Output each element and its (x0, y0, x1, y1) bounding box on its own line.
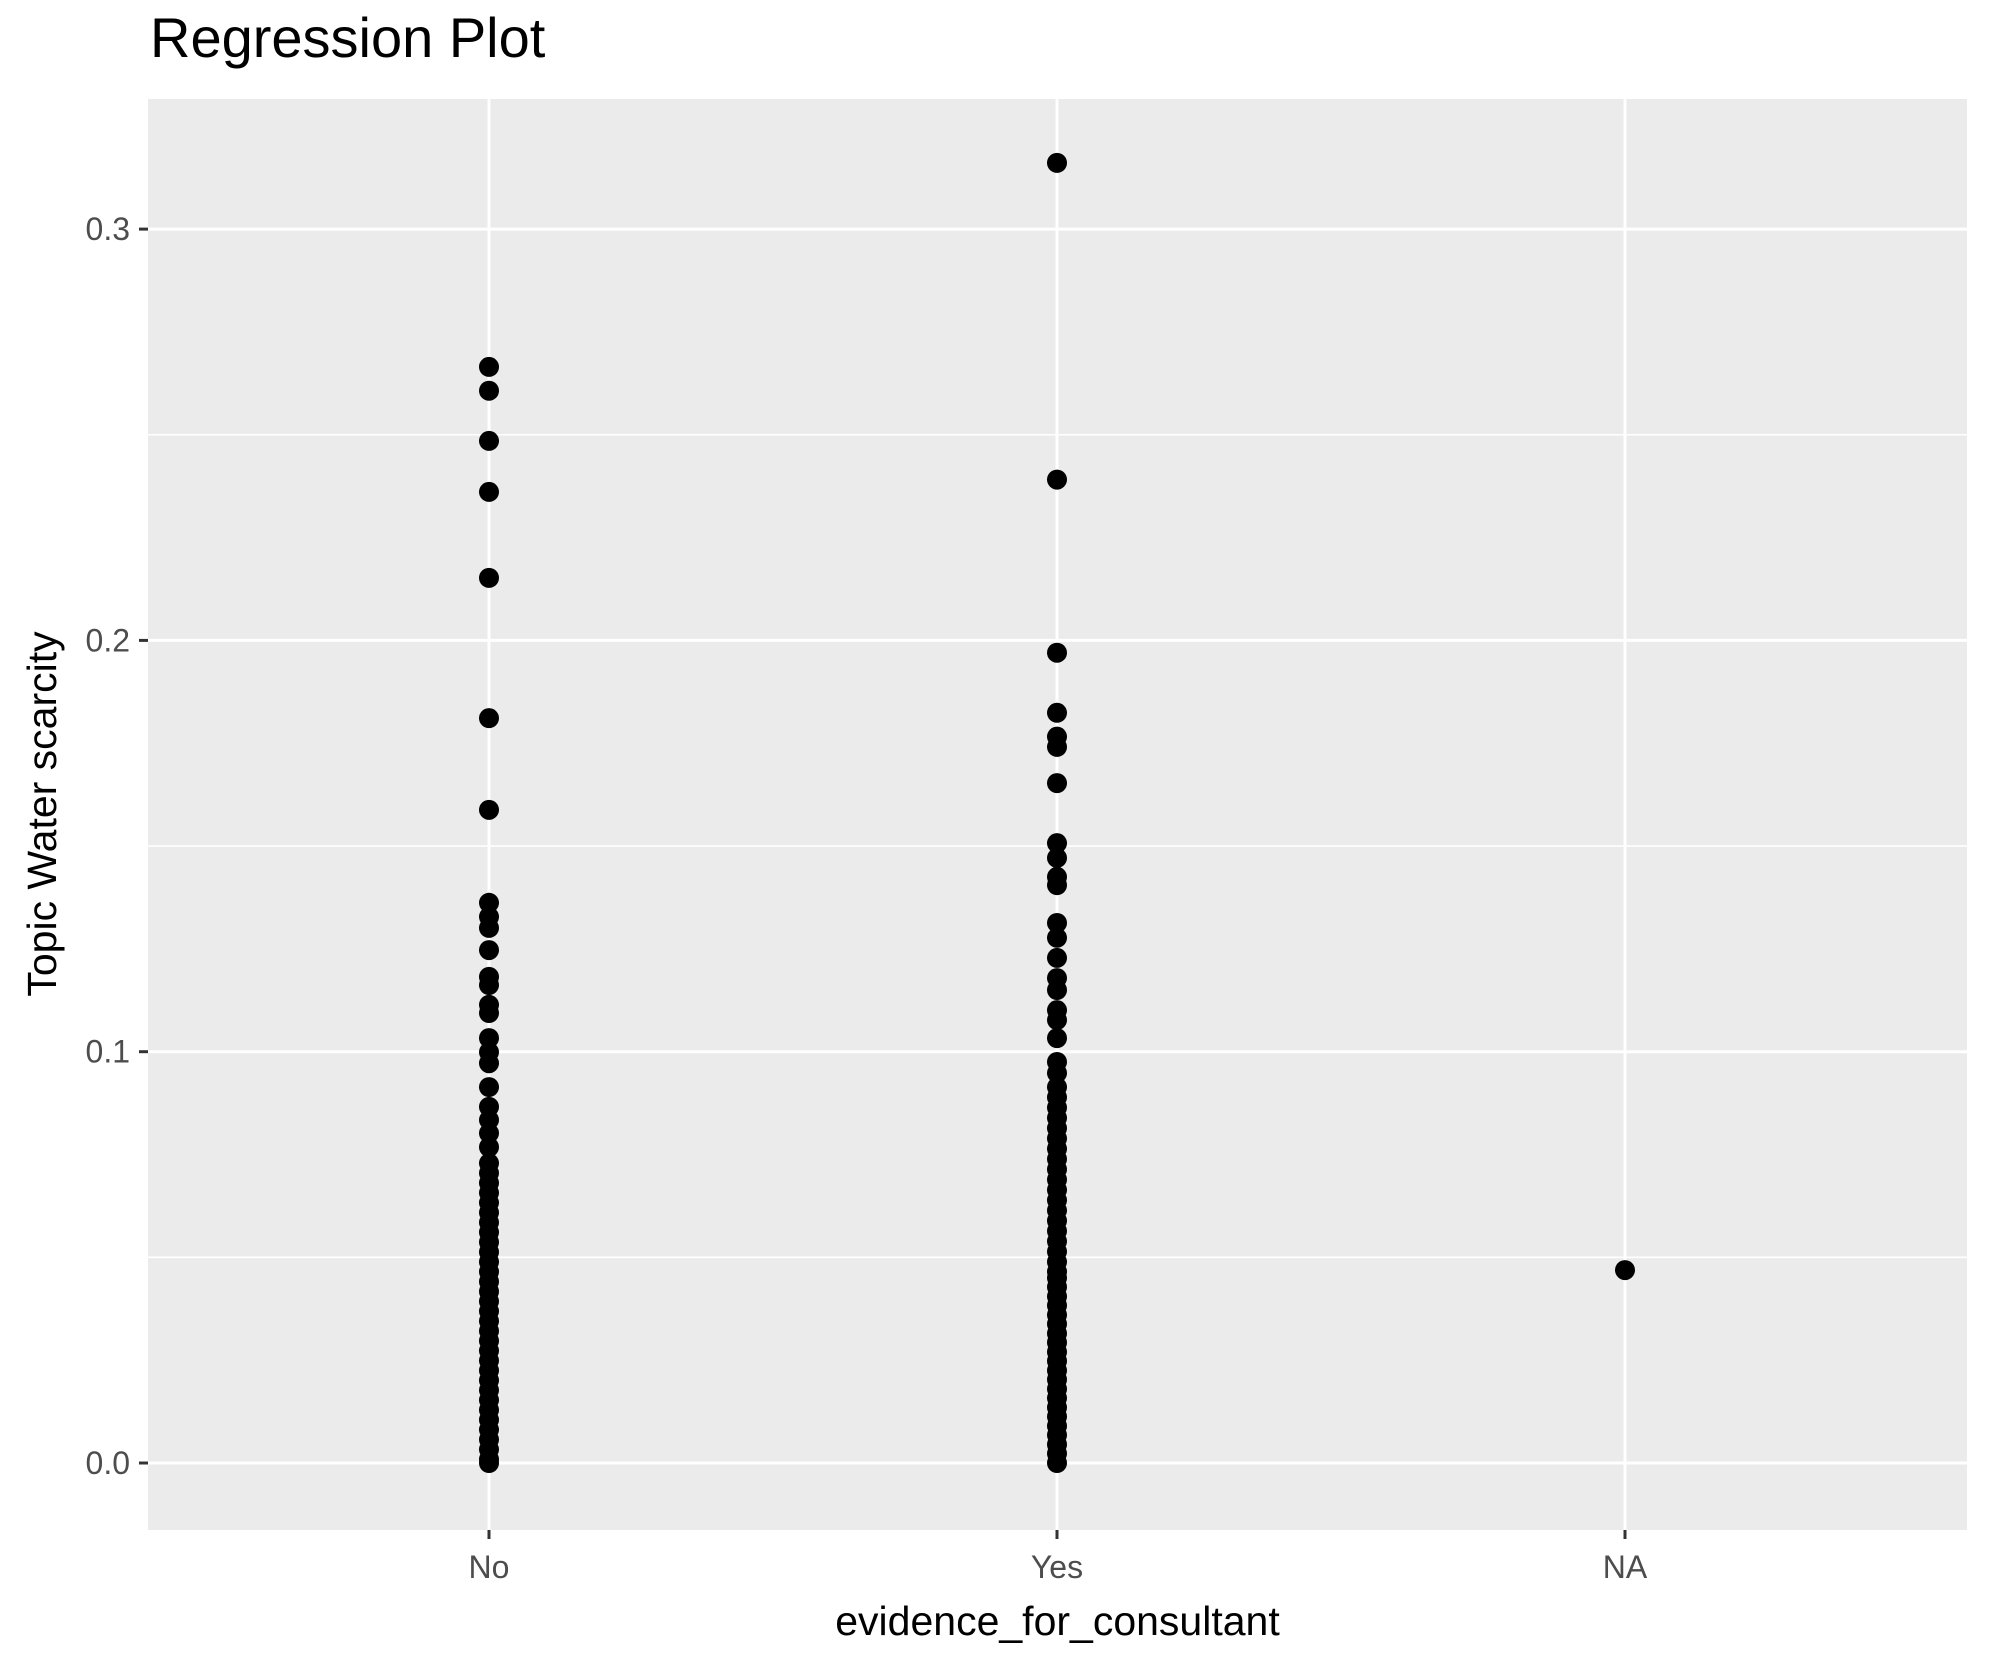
data-point (1047, 927, 1067, 948)
data-point (1047, 642, 1067, 663)
data-point (479, 708, 499, 729)
data-point (479, 1137, 499, 1158)
data-point (1047, 875, 1067, 896)
x-tick-label: NA (1603, 1549, 1648, 1585)
data-point (479, 1003, 499, 1024)
data-point (479, 481, 499, 502)
data-point (479, 567, 499, 588)
data-point (1047, 833, 1067, 854)
data-point (479, 940, 499, 961)
x-axis-title: evidence_for_consultant (835, 1598, 1280, 1644)
data-point (1047, 469, 1067, 490)
data-point (1047, 1063, 1067, 1084)
data-point (479, 1028, 499, 1049)
data-point (479, 1077, 499, 1098)
data-point (479, 1053, 499, 1074)
data-point (479, 975, 499, 996)
data-point (1047, 912, 1067, 933)
data-point (479, 380, 499, 401)
y-tick-label: 0.1 (86, 1034, 130, 1070)
data-point (479, 1453, 499, 1473)
x-tick-label: Yes (1031, 1549, 1083, 1585)
data-point (1047, 947, 1067, 968)
data-point (479, 1123, 499, 1144)
y-tick-label: 0.2 (86, 622, 130, 658)
data-point (1047, 1453, 1067, 1473)
data-point (479, 430, 499, 451)
plot-title: Regression Plot (150, 6, 546, 69)
data-point (479, 356, 499, 377)
data-point (1047, 980, 1067, 1001)
data-point (1615, 1260, 1635, 1281)
data-point (479, 892, 499, 913)
y-tick-label: 0.0 (86, 1445, 130, 1481)
x-tick-label: No (469, 1549, 510, 1585)
data-point (479, 917, 499, 938)
data-point (1047, 1010, 1067, 1031)
data-point (1047, 847, 1067, 868)
data-point (1047, 1028, 1067, 1049)
data-point (1047, 736, 1067, 757)
data-point (1047, 773, 1067, 794)
data-point (1047, 152, 1067, 173)
data-point (1047, 702, 1067, 723)
y-tick-label: 0.3 (86, 211, 130, 247)
y-axis-title: Topic Water scarcity (19, 631, 65, 997)
data-point (479, 799, 499, 820)
